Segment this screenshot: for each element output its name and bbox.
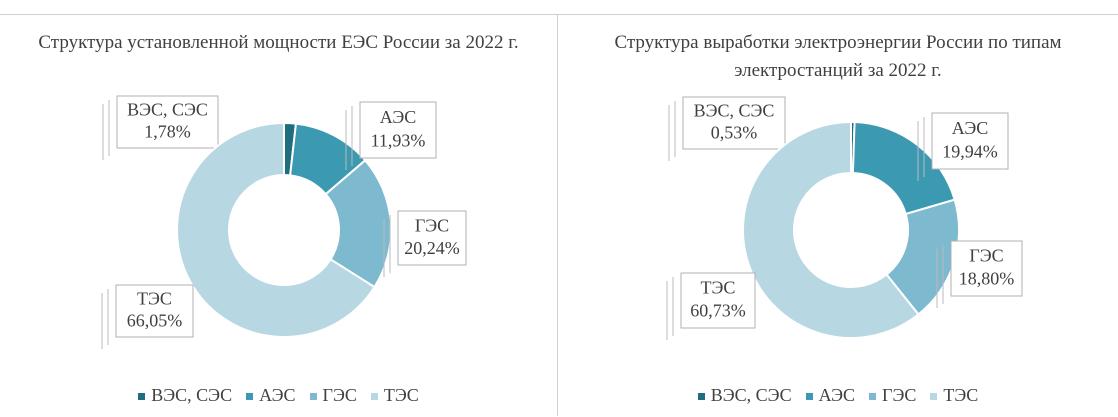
label-category: ГЭС — [969, 246, 1003, 266]
label-category: ГЭС — [415, 215, 449, 235]
data-label: 60,73% — [690, 301, 746, 321]
legend-swatch — [309, 393, 317, 401]
legend-swatch — [697, 393, 705, 401]
label-category: ТЭС — [701, 278, 736, 298]
label-box — [950, 240, 1023, 297]
data-label: 19,94% — [942, 141, 998, 161]
label-category: ВЭС, СЭС — [127, 100, 208, 120]
legend-swatch — [930, 393, 938, 401]
legend-label: ГЭС — [882, 385, 917, 405]
legend-item: АЭС — [246, 385, 296, 406]
label-box — [359, 101, 437, 159]
label-bracket — [102, 100, 110, 160]
label-category: АЭС — [952, 118, 988, 138]
donut-slice — [742, 120, 920, 339]
data-label: 20,24% — [404, 238, 460, 258]
data-label: 11,93% — [371, 130, 426, 150]
label-bracket — [345, 106, 353, 170]
label-box — [115, 284, 194, 338]
label-bracket — [383, 215, 391, 277]
legend-label: ВЭС, СЭС — [710, 385, 792, 405]
label-box — [397, 210, 467, 266]
label-category: ТЭС — [137, 289, 172, 309]
legend: ВЭС, СЭС АЭС ГЭС ТЭС — [558, 385, 1118, 406]
label-bracket — [917, 117, 925, 181]
legend-label: ВЭС, СЭС — [151, 385, 233, 405]
legend: ВЭС, СЭС АЭС ГЭС ТЭС — [0, 385, 557, 406]
legend-label: АЭС — [818, 385, 856, 405]
chart-title: Структура установленной мощности ЕЭС Рос… — [38, 32, 519, 53]
label-box — [680, 272, 756, 329]
data-label: 18,80% — [959, 269, 1015, 289]
legend-swatch — [138, 393, 146, 401]
chart-title: Структура выработки электроэнергии Росси… — [614, 32, 1062, 81]
legend-label: ГЭС — [322, 385, 357, 405]
chart-panel: Структура установленной мощности ЕЭС Рос… — [0, 14, 557, 416]
label-category: АЭС — [380, 107, 416, 127]
data-label: 1,78% — [144, 122, 191, 142]
legend-label: ТЭС — [383, 385, 419, 405]
legend-item: АЭС — [805, 385, 856, 406]
label-box — [116, 95, 219, 149]
label-category: ВЭС, СЭС — [694, 101, 775, 121]
legend-item: ВЭС, СЭС — [697, 385, 792, 406]
legend-swatch — [869, 393, 877, 401]
legend-label: ТЭС — [943, 385, 979, 405]
legend-label: АЭС — [259, 385, 296, 405]
legend-swatch — [246, 393, 254, 401]
label-bracket — [666, 277, 674, 340]
label-box — [931, 112, 1009, 170]
data-label: 66,05% — [127, 311, 183, 331]
label-box — [682, 96, 786, 150]
chart-panel: Структура выработки электроэнергии Росси… — [557, 14, 1118, 416]
legend-item: ВЭС, СЭС — [138, 385, 232, 406]
legend-item: ТЭС — [930, 385, 978, 406]
legend-item: ГЭС — [869, 385, 916, 406]
legend-item: ГЭС — [309, 385, 357, 406]
data-label: 0,53% — [711, 123, 758, 143]
donut-slice — [176, 121, 376, 338]
label-bracket — [668, 101, 676, 161]
label-bracket — [101, 289, 109, 349]
label-bracket — [936, 245, 944, 308]
legend-swatch — [805, 393, 813, 401]
legend-swatch — [370, 393, 378, 401]
legend-item: ТЭС — [370, 385, 419, 406]
